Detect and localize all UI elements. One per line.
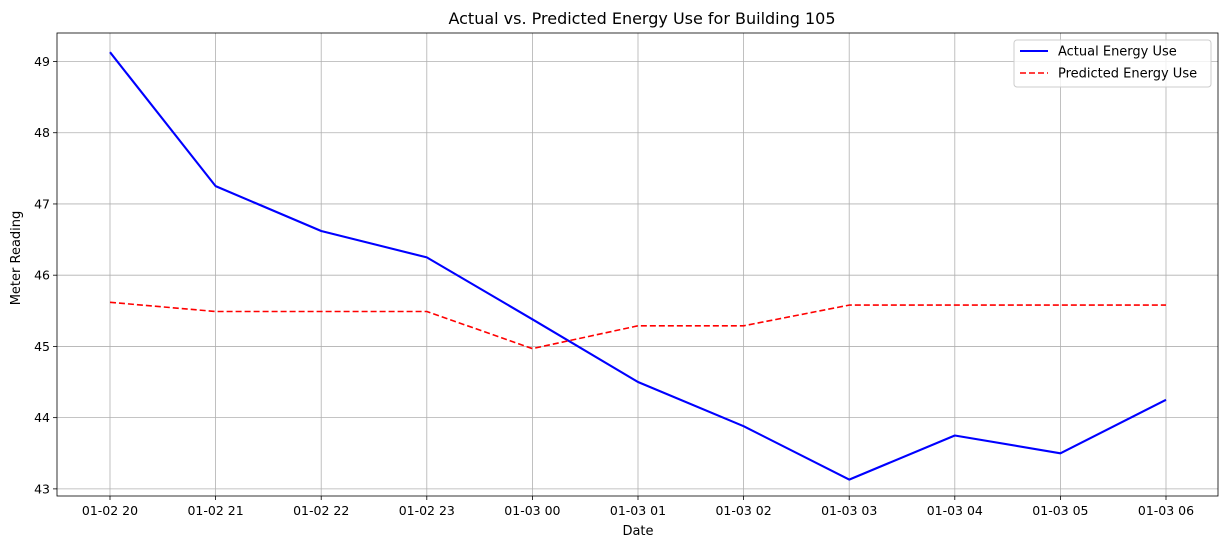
y-tick-label: 45: [34, 339, 50, 354]
plot-frame: [56, 32, 1219, 497]
x-tick-label: 01-03 04: [927, 503, 983, 518]
x-tick-label: 01-03 06: [1138, 503, 1194, 518]
x-tick-label: 01-02 20: [82, 503, 138, 518]
chart-title: Actual vs. Predicted Energy Use for Buil…: [448, 9, 835, 28]
series-layer: [109, 51, 1167, 481]
actual-energy-line: [109, 51, 1167, 481]
x-tick-label: 01-02 23: [399, 503, 455, 518]
x-tick-label: 01-02 21: [187, 503, 243, 518]
y-axis-label: Meter Reading: [9, 211, 24, 306]
x-tick-label: 01-03 03: [821, 503, 877, 518]
grid-lines: [57, 33, 1218, 496]
y-tick-label: 43: [34, 481, 50, 496]
legend: Actual Energy Use Predicted Energy Use: [1013, 39, 1212, 88]
x-axis: 01-02 20 01-02 21 01-02 22 01-02 23 01-03 00…: [82, 496, 1194, 518]
x-tick-label: 01-03 00: [504, 503, 560, 518]
y-axis: 43 44 45 46 47 48 49: [34, 54, 57, 496]
y-tick-label: 48: [34, 125, 50, 140]
y-tick-label: 44: [34, 410, 50, 425]
x-axis-label: Date: [622, 524, 653, 539]
y-tick-label: 47: [34, 196, 50, 211]
x-tick-label: 01-03 01: [610, 503, 666, 518]
legend-entry: Actual Energy Use: [1058, 45, 1177, 60]
legend-entry: Predicted Energy Use: [1058, 67, 1197, 82]
x-tick-label: 01-02 22: [293, 503, 349, 518]
y-tick-label: 49: [34, 54, 50, 69]
predicted-energy-line: [109, 301, 1166, 350]
x-tick-label: 01-03 05: [1032, 503, 1088, 518]
legend-box: [1013, 39, 1212, 88]
y-tick-label: 46: [34, 268, 50, 283]
x-tick-label: 01-03 02: [715, 503, 771, 518]
